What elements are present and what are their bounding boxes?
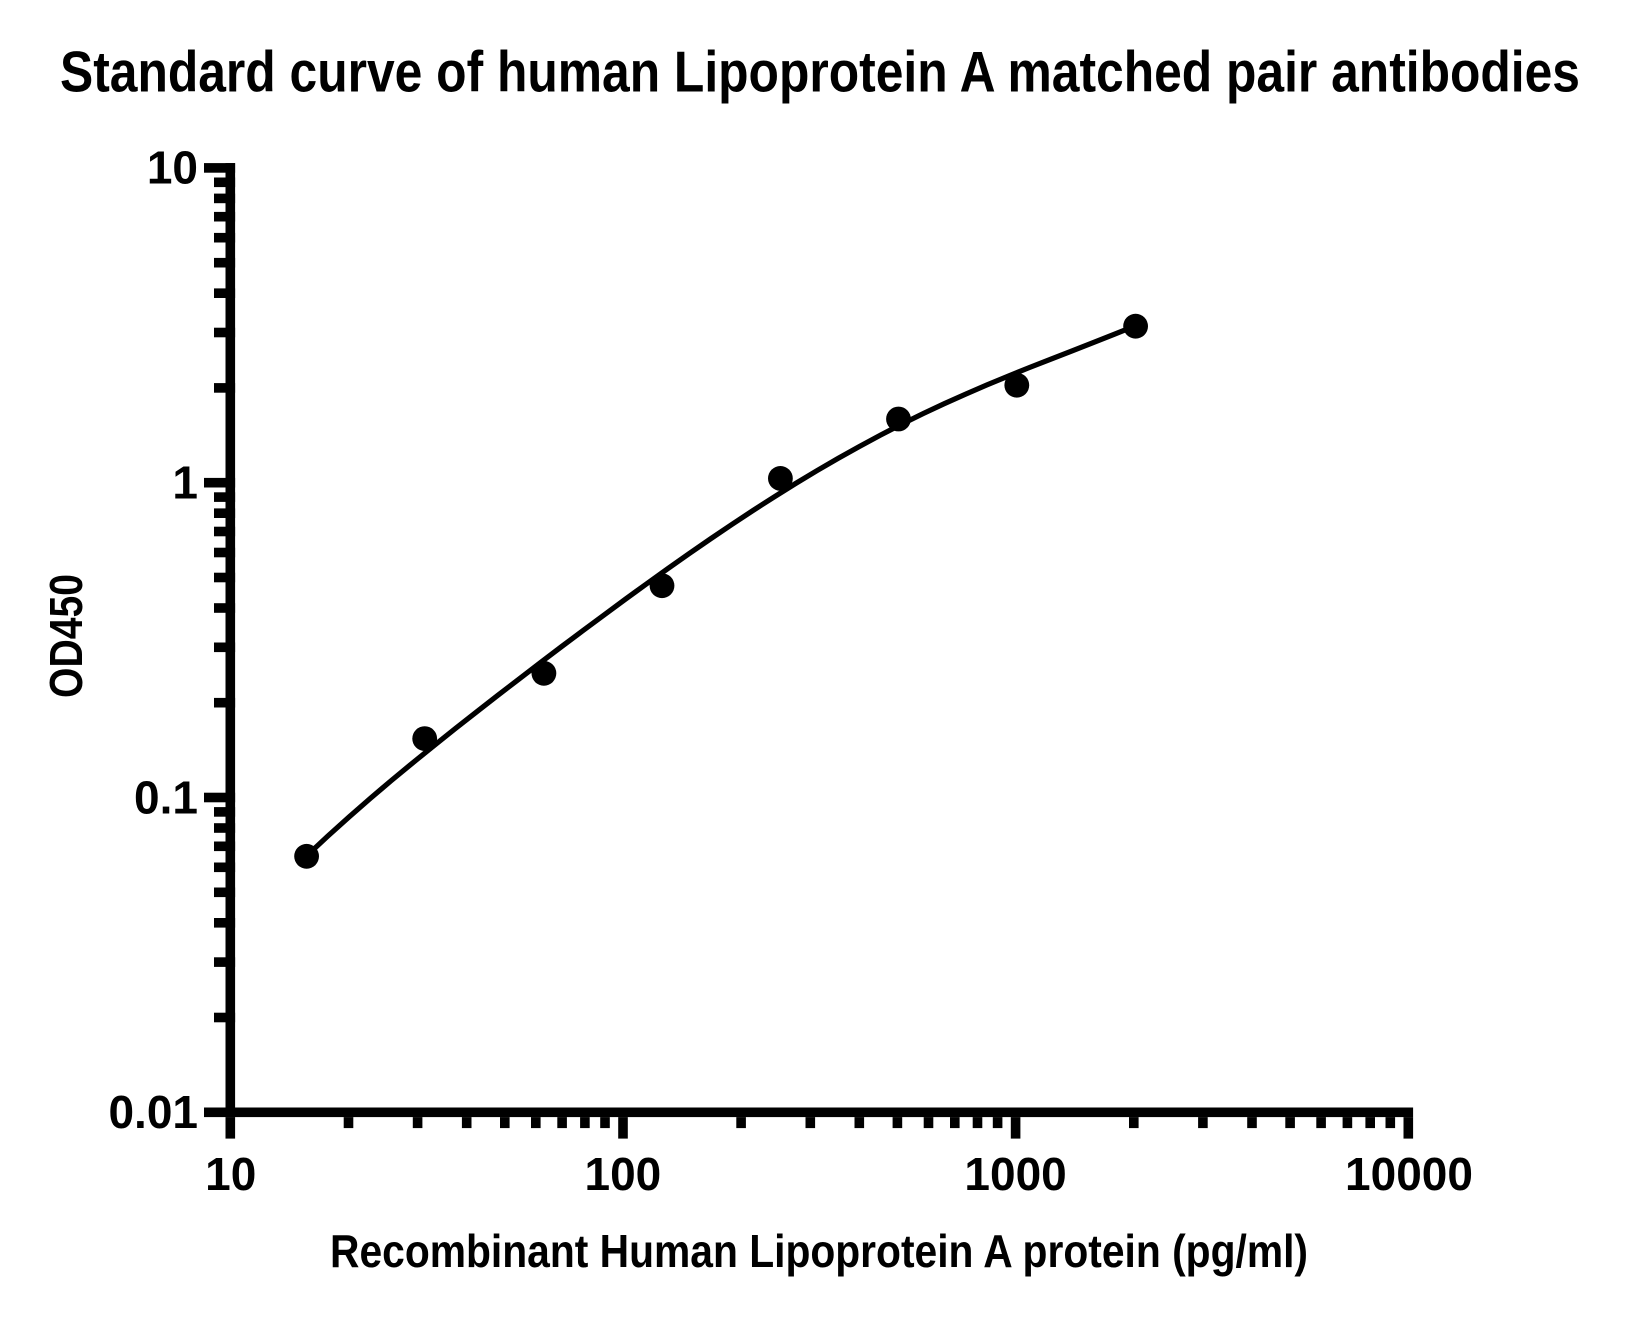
svg-text:1000: 1000 xyxy=(964,1148,1066,1200)
svg-text:10000: 10000 xyxy=(1345,1148,1473,1200)
svg-text:10: 10 xyxy=(205,1148,256,1200)
svg-text:1: 1 xyxy=(172,457,198,509)
svg-text:10: 10 xyxy=(147,142,198,194)
svg-text:0.1: 0.1 xyxy=(134,771,198,823)
svg-text:0.01: 0.01 xyxy=(108,1086,198,1138)
svg-text:100: 100 xyxy=(585,1148,662,1200)
svg-text:Recombinant Human Lipoprotein: Recombinant Human Lipoprotein A protein … xyxy=(330,1225,1308,1277)
svg-text:Standard curve of human Lipopr: Standard curve of human Lipoprotein A ma… xyxy=(60,41,1580,105)
svg-text:OD450: OD450 xyxy=(40,574,92,698)
